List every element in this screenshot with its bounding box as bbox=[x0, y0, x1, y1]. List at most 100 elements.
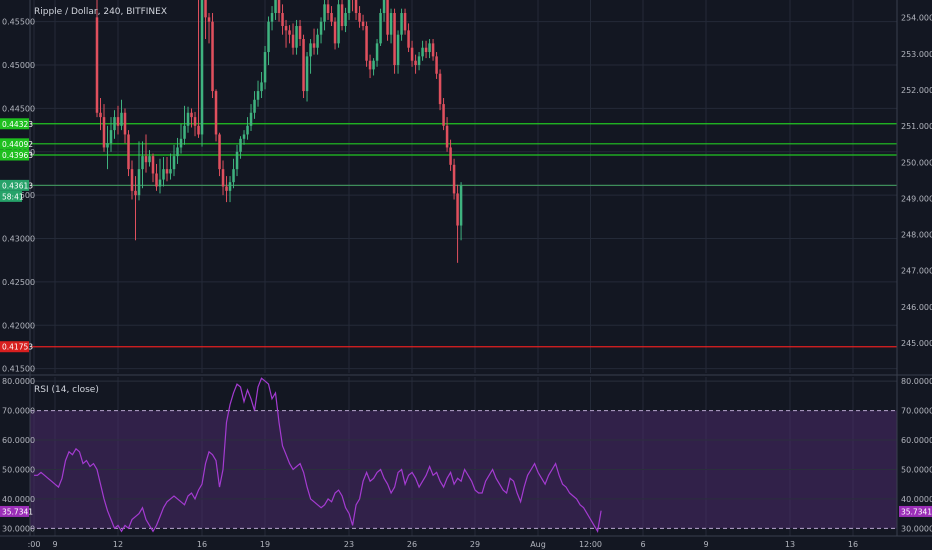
candle[interactable] bbox=[235, 144, 239, 177]
candle[interactable] bbox=[127, 130, 130, 177]
candle[interactable] bbox=[249, 104, 253, 131]
candle[interactable] bbox=[442, 98, 445, 131]
candle[interactable] bbox=[312, 28, 316, 55]
candle[interactable] bbox=[389, 8, 393, 44]
candle[interactable] bbox=[218, 132, 221, 177]
candle[interactable] bbox=[95, 0, 99, 118]
candle[interactable] bbox=[431, 39, 435, 61]
candle[interactable] bbox=[344, 7, 347, 33]
candle[interactable] bbox=[372, 58, 375, 76]
candle[interactable] bbox=[323, 0, 326, 31]
candle[interactable] bbox=[459, 182, 463, 241]
candle[interactable] bbox=[410, 40, 414, 67]
candle[interactable] bbox=[176, 137, 179, 164]
candle[interactable] bbox=[396, 30, 400, 74]
candle[interactable] bbox=[424, 40, 428, 59]
level-price-tag[interactable] bbox=[0, 118, 29, 130]
candle[interactable] bbox=[256, 80, 260, 107]
candle[interactable] bbox=[435, 52, 438, 79]
candle[interactable] bbox=[417, 52, 421, 71]
candle[interactable] bbox=[347, 0, 351, 20]
candle[interactable] bbox=[225, 176, 228, 203]
candle[interactable] bbox=[214, 89, 218, 142]
candle[interactable] bbox=[197, 0, 200, 138]
candle[interactable] bbox=[302, 34, 305, 99]
candle[interactable] bbox=[102, 104, 106, 152]
candle[interactable] bbox=[337, 0, 340, 48]
candle[interactable] bbox=[120, 99, 123, 131]
candle[interactable] bbox=[340, 0, 344, 31]
candle[interactable] bbox=[134, 176, 137, 241]
candle[interactable] bbox=[351, 0, 354, 12]
candle[interactable] bbox=[193, 111, 197, 137]
candle[interactable] bbox=[123, 108, 127, 144]
candle[interactable] bbox=[232, 158, 235, 189]
candle[interactable] bbox=[403, 8, 407, 35]
candle[interactable] bbox=[113, 110, 116, 139]
candle[interactable] bbox=[438, 69, 442, 111]
candle[interactable] bbox=[309, 39, 312, 74]
candle[interactable] bbox=[452, 158, 456, 200]
candle[interactable] bbox=[228, 176, 232, 203]
candle[interactable] bbox=[365, 21, 368, 67]
candle[interactable] bbox=[277, 0, 281, 22]
candle[interactable] bbox=[428, 39, 431, 59]
level-price-tag[interactable] bbox=[0, 149, 29, 161]
candle[interactable] bbox=[267, 16, 270, 66]
candle[interactable] bbox=[326, 0, 330, 20]
chart-title[interactable]: Ripple / Dollar, 240, BITFINEX bbox=[34, 7, 167, 17]
candle[interactable] bbox=[354, 0, 358, 20]
candle[interactable] bbox=[449, 139, 452, 171]
candle[interactable] bbox=[106, 125, 109, 170]
candle[interactable] bbox=[361, 14, 365, 31]
candle[interactable] bbox=[155, 163, 158, 191]
candle[interactable] bbox=[162, 157, 165, 187]
candle[interactable] bbox=[288, 25, 291, 44]
candle[interactable] bbox=[186, 106, 190, 133]
candle[interactable] bbox=[375, 39, 379, 67]
candle[interactable] bbox=[165, 157, 169, 182]
candle[interactable] bbox=[386, 0, 389, 41]
level-price-tag[interactable] bbox=[0, 341, 29, 353]
level-price-tag[interactable] bbox=[0, 138, 29, 150]
candle[interactable] bbox=[116, 105, 120, 135]
candle[interactable] bbox=[281, 4, 284, 35]
candle[interactable] bbox=[368, 54, 372, 79]
candle[interactable] bbox=[407, 23, 410, 53]
candle[interactable] bbox=[211, 13, 214, 99]
candle[interactable] bbox=[190, 108, 193, 128]
level-price-tag[interactable] bbox=[0, 179, 29, 191]
candle[interactable] bbox=[298, 19, 302, 46]
candle[interactable] bbox=[263, 45, 267, 90]
candle[interactable] bbox=[445, 117, 449, 152]
candle[interactable] bbox=[221, 160, 225, 196]
candle[interactable] bbox=[99, 98, 102, 131]
candle[interactable] bbox=[421, 40, 424, 61]
candle[interactable] bbox=[358, 6, 361, 28]
candle[interactable] bbox=[169, 153, 172, 180]
candle[interactable] bbox=[274, 0, 277, 20]
candle[interactable] bbox=[333, 17, 337, 50]
rsi-title[interactable]: RSI (14, close) bbox=[34, 385, 99, 395]
candle[interactable] bbox=[242, 130, 246, 145]
candle[interactable] bbox=[148, 150, 151, 167]
candle[interactable] bbox=[144, 134, 148, 173]
candle[interactable] bbox=[456, 184, 459, 263]
candle[interactable] bbox=[379, 8, 382, 46]
candle[interactable] bbox=[284, 19, 288, 48]
candle[interactable] bbox=[330, 6, 333, 27]
candle[interactable] bbox=[141, 141, 144, 189]
candle[interactable] bbox=[151, 153, 155, 183]
candle[interactable] bbox=[382, 0, 386, 22]
candle[interactable] bbox=[414, 54, 417, 74]
candle[interactable] bbox=[305, 52, 309, 102]
candle[interactable] bbox=[316, 28, 319, 55]
candle[interactable] bbox=[179, 124, 183, 154]
candle[interactable] bbox=[183, 105, 186, 145]
candle[interactable] bbox=[319, 17, 323, 44]
candle[interactable] bbox=[239, 136, 242, 159]
candle[interactable] bbox=[393, 8, 396, 74]
candle[interactable] bbox=[109, 117, 113, 152]
candle[interactable] bbox=[172, 144, 176, 177]
candle[interactable] bbox=[207, 13, 211, 44]
